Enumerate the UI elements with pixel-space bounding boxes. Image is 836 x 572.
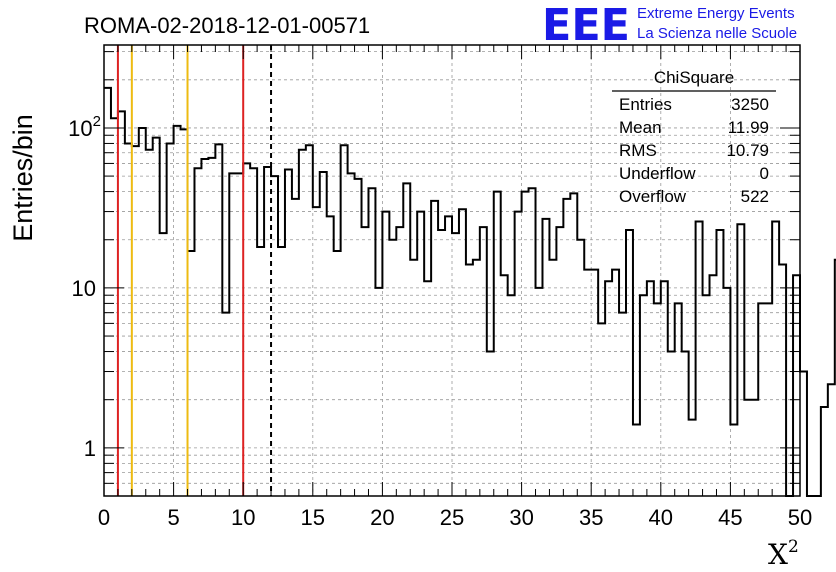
axis-ticks — [103, 45, 801, 497]
stats-row-label: Mean — [619, 118, 662, 137]
stats-row-value: 10.79 — [726, 141, 769, 160]
stats-box-title: ChiSquare — [654, 68, 734, 87]
x-tick-label: 5 — [167, 505, 179, 530]
eee-logo-text: EEE — [542, 0, 630, 51]
y-tick-label: 10 — [72, 276, 96, 301]
stats-row-label: Entries — [619, 95, 672, 114]
stats-box: ChiSquare Entries 3250 Mean 11.99 RMS 10.79 Un… — [612, 68, 776, 206]
grid-lines — [104, 45, 800, 497]
y-tick-labels: 1 10 102 — [68, 113, 101, 461]
stats-row-value: 0 — [760, 164, 769, 183]
x-axis-label-base: X — [768, 538, 788, 571]
stats-row-label: Overflow — [619, 187, 687, 206]
stats-row-label: RMS — [619, 141, 657, 160]
eee-logo: EEE Extreme Energy Events La Scienza nel… — [542, 0, 797, 51]
x-tick-label: 10 — [231, 505, 255, 530]
x-tick-label: 15 — [301, 505, 325, 530]
x-tick-label: 50 — [788, 505, 812, 530]
chart-title: ROMA-02-2018-12-01-00571 — [84, 13, 370, 38]
x-tick-label: 40 — [649, 505, 673, 530]
x-axis-label: X2 — [768, 537, 799, 571]
stats-rows: Entries 3250 Mean 11.99 RMS 10.79 Underflow 0 Ov… — [619, 95, 769, 206]
stats-row-value: 3250 — [731, 95, 769, 114]
histogram-bars — [104, 86, 836, 497]
x-tick-label: 20 — [370, 505, 394, 530]
stats-row-value: 522 — [741, 187, 769, 206]
x-tick-label: 30 — [509, 505, 533, 530]
stats-row-label: Underflow — [619, 164, 696, 183]
cut-lines — [116, 45, 273, 496]
brand-line-1: Extreme Energy Events — [637, 5, 795, 22]
brand-line-2: La Scienza nelle Scuole — [637, 25, 797, 42]
x-axis-label-superscript: 2 — [788, 537, 799, 557]
y-axis-label: Entries/bin — [8, 114, 38, 242]
x-tick-label: 25 — [440, 505, 464, 530]
x-tick-label: 35 — [579, 505, 603, 530]
histogram-outline — [104, 86, 836, 497]
y-tick-label: 102 — [68, 113, 101, 141]
x-tick-label: 45 — [718, 505, 742, 530]
x-tick-labels: 0 5 10 15 20 25 30 35 40 45 50 — [98, 505, 812, 530]
x-tick-label: 0 — [98, 505, 110, 530]
stats-row-value: 11.99 — [728, 118, 769, 137]
y-tick-label: 1 — [84, 436, 96, 461]
